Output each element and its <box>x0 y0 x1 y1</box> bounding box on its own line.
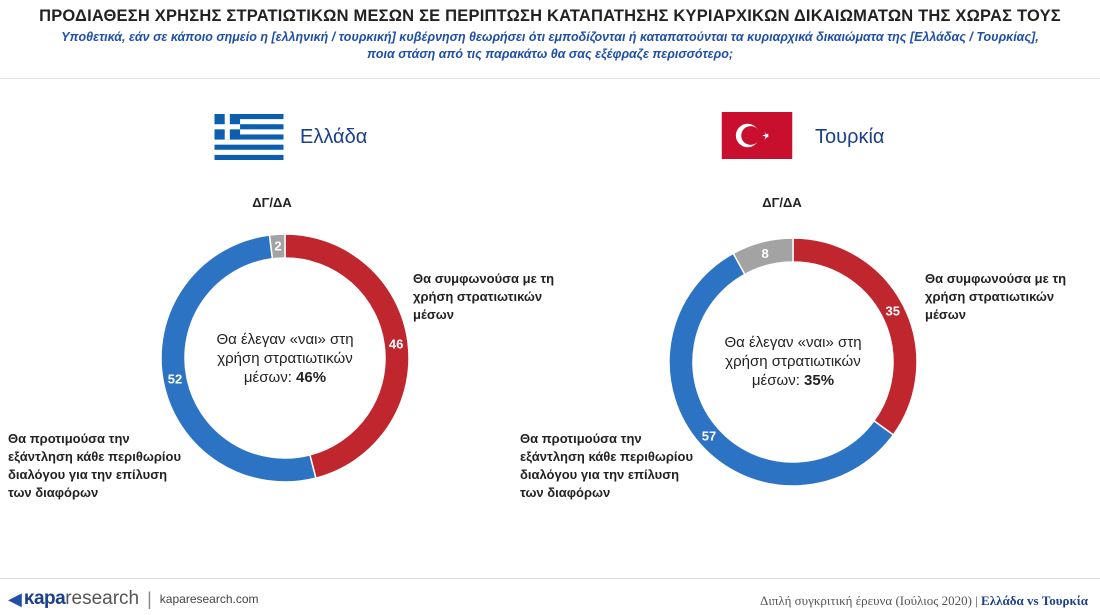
footer-logo: ◀ κapa research | kaparesearch.com <box>8 588 259 610</box>
center-value-greece: 46% <box>296 369 327 386</box>
chart-title-greece: Ελλάδα <box>300 126 368 148</box>
agree-label-greece: Θα συμφωνούσα με τη χρήση στρατιωτικών μέσ… <box>413 271 555 322</box>
donut-slice <box>732 237 794 276</box>
logo-kapa-text: κapa <box>23 588 66 609</box>
donut-slice <box>268 233 286 260</box>
center-text-greece: Θα έλεγαν «ναι» στη χρήση στρατιωτικών μ… <box>200 330 370 387</box>
donut-chart-turkey: 35 57 8 <box>668 237 918 487</box>
center-line-3: μέσων: 46% <box>243 369 327 386</box>
footer-note: Διπλή συγκριτική έρευνα (Ιούλιος 2020) |… <box>759 593 1088 608</box>
prefer-label-turkey: Θα προτιμούσα την εξάντληση κάθε περιθωρί… <box>520 431 694 500</box>
subtitle-line-1: Υποθετικά, εάν σε κάποιο σημείο η [ελλην… <box>61 30 1039 44</box>
slice-value-label: 46 <box>389 336 403 351</box>
header: ΠΡΟΔΙΑΘΕΣΗ ΧΡΗΣΗΣ ΣΤΡΑΤΙΩΤΙΚΩΝ ΜΕΣΩΝ ΣΕ … <box>0 0 1100 63</box>
page-subtitle: Υποθετικά, εάν σε κάποιο σημείο η [ελλην… <box>0 29 1100 63</box>
dk-label-turkey: ΔΓ/ΔΑ <box>762 195 802 210</box>
footer-url[interactable]: kaparesearch.com <box>159 592 259 606</box>
dk-label-greece: ΔΓ/ΔΑ <box>252 195 292 210</box>
agree-label-turkey: Θα συμφωνούσα με τη χρήση στρατιωτικών μέσ… <box>925 271 1067 322</box>
slice-value-label: 57 <box>702 429 716 444</box>
header-divider <box>0 78 1100 79</box>
page-title: ΠΡΟΔΙΑΘΕΣΗ ΧΡΗΣΗΣ ΣΤΡΑΤΙΩΤΙΚΩΝ ΜΕΣΩΝ ΣΕ … <box>39 7 1061 25</box>
center-value-turkey: 35% <box>804 372 835 389</box>
prefer-label-greece: Θα προτιμούσα την εξάντληση κάθε περιθωρί… <box>8 431 182 500</box>
center-line-2: χρήση στρατιωτικών <box>217 350 353 367</box>
subtitle-line-2: ποια στάση από τις παρακάτω θα σας εξέφρ… <box>366 47 734 61</box>
center-line-1: Θα έλεγαν «ναι» στη <box>216 331 354 348</box>
donut-slice <box>668 252 895 487</box>
logo-research-text: research <box>65 588 140 609</box>
turkey-flag-icon <box>721 112 793 159</box>
slice-value-label: 35 <box>886 304 900 319</box>
slice-value-label: 52 <box>168 371 182 386</box>
chart-title-turkey: Τουρκία <box>815 126 885 148</box>
footer-separator: | <box>147 588 152 609</box>
slice-value-label: 8 <box>762 246 769 261</box>
footer-divider <box>0 578 1100 579</box>
donut-chart-greece: 46 52 2 <box>160 233 410 483</box>
center-text-turkey: Θα έλεγαν «ναι» στη χρήση στρατιωτικών μ… <box>724 334 862 389</box>
slice-value-label: 2 <box>274 239 281 254</box>
kapa-logo-icon: ◀ <box>8 588 22 609</box>
footer-note-bold: Ελλάδα vs Τουρκία <box>981 593 1088 608</box>
greece-flag-icon <box>214 114 284 160</box>
